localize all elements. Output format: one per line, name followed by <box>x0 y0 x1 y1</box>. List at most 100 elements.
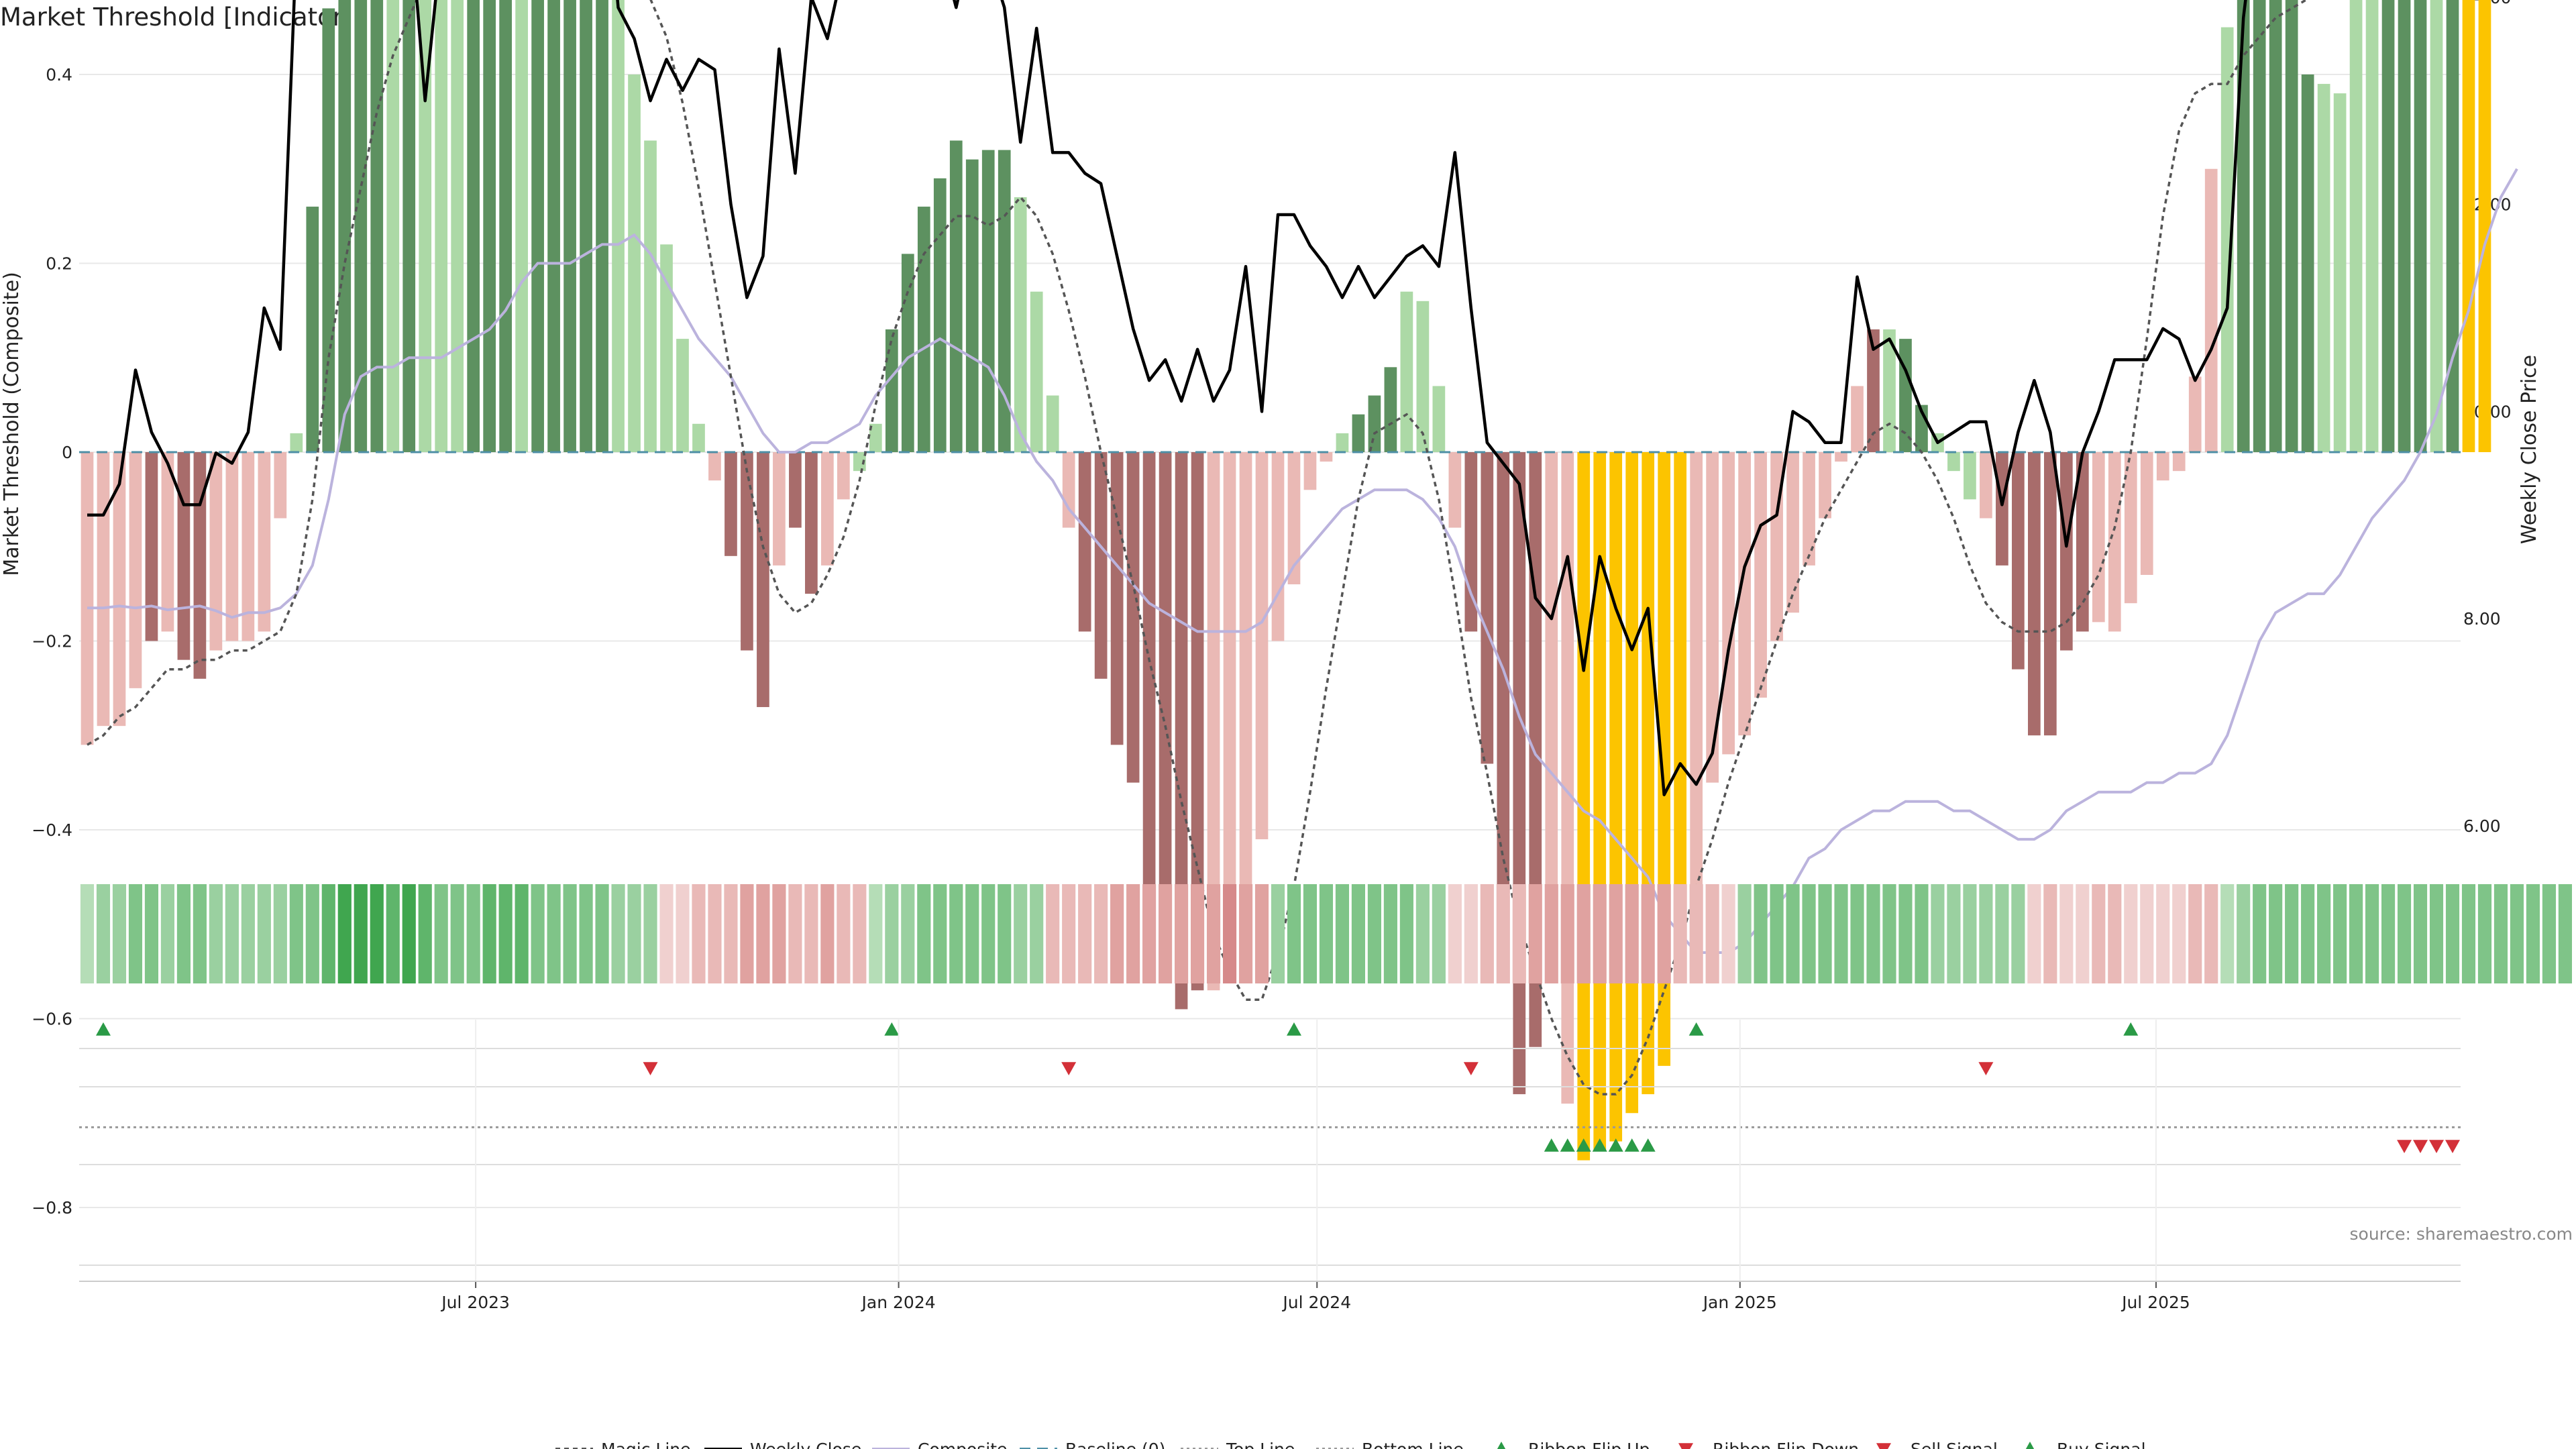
ribbon-cell <box>257 884 271 983</box>
ribbon-cell <box>2124 884 2138 983</box>
composite-bar <box>660 244 673 452</box>
ribbon-cell <box>998 884 1012 983</box>
ribbon-cell <box>305 884 319 983</box>
ribbon-cell <box>2092 884 2106 983</box>
buy-signal-marker <box>1624 1138 1640 1152</box>
sell-signal-marker <box>2397 1140 2412 1153</box>
composite-bar <box>885 329 898 452</box>
ribbon-cell <box>531 884 545 983</box>
ribbon-panel <box>80 884 2572 983</box>
ribbon-flip-down-marker <box>1978 1062 1994 1075</box>
x-tick-label: Jul 2025 <box>2121 1293 2190 1312</box>
ribbon-cell <box>692 884 706 983</box>
composite-bar <box>580 0 592 453</box>
composite-bar <box>2188 376 2202 452</box>
ribbon-cell <box>2365 884 2379 983</box>
composite-bar <box>2269 0 2282 453</box>
buy-signal-marker <box>1608 1138 1623 1152</box>
ribbon-cell <box>1319 884 1334 983</box>
composite-bar <box>1432 386 1446 452</box>
ribbon-cell <box>2333 884 2347 983</box>
legend-swatch <box>2025 1442 2035 1449</box>
ribbon-cell <box>241 884 255 983</box>
composite-bar <box>2043 452 2057 736</box>
composite-bar <box>322 8 335 453</box>
ribbon-cell <box>515 884 529 983</box>
sell-signal-marker <box>2445 1140 2461 1153</box>
composite-bar <box>354 0 368 453</box>
composite-bar <box>1384 367 1397 452</box>
ribbon-cell <box>209 884 223 983</box>
composite-bar <box>1030 291 1043 452</box>
legend-label: Magic Line <box>601 1440 691 1449</box>
ribbon-cell <box>2542 884 2556 983</box>
legend-label: Weekly Close <box>750 1440 861 1449</box>
source-note: source: sharemaestro.com <box>2350 1224 2573 1244</box>
composite-bar <box>1110 452 1124 745</box>
composite-bar <box>2028 452 2041 736</box>
ribbon-cell <box>2285 884 2299 983</box>
composite-bar <box>757 452 769 708</box>
composite-bar <box>2301 74 2314 452</box>
ribbon-flip-up-marker <box>2123 1022 2139 1036</box>
ribbon-cell <box>1705 884 1719 983</box>
ribbon-cell <box>1142 884 1157 983</box>
composite-bar <box>998 150 1011 452</box>
composite-bar <box>2381 0 2395 452</box>
ribbon-cell <box>1609 884 1623 983</box>
composite-bar <box>1867 329 1880 452</box>
ribbon-cell <box>418 884 432 983</box>
ribbon-cell <box>1094 884 1108 983</box>
y2-axis-label: Weekly Close Price <box>2518 355 2541 544</box>
ribbon-cell <box>595 884 609 983</box>
ribbon-flip-up-marker <box>1286 1022 1301 1036</box>
ribbon-cell <box>96 884 111 983</box>
ribbon-cell <box>1287 884 1301 983</box>
ribbon-cell <box>1673 884 1687 983</box>
y2-tick-label: 6.00 <box>2463 816 2501 836</box>
composite-bar <box>708 452 721 481</box>
composite-bar <box>241 452 255 641</box>
ribbon-cell <box>402 884 416 983</box>
composite-bar <box>113 452 126 727</box>
ribbon-cell <box>2204 884 2218 983</box>
composite-bar <box>2398 0 2411 453</box>
composite-bar <box>1352 414 1365 452</box>
composite-bar <box>1980 452 1992 519</box>
ribbon-cell <box>1625 884 1639 983</box>
ribbon-cell <box>1399 884 1413 983</box>
ribbon-cell <box>1528 884 1542 983</box>
composite-bar <box>193 452 207 679</box>
ribbon-cell <box>965 884 979 983</box>
composite-bar <box>2204 168 2218 452</box>
ribbon-cell <box>1915 884 1929 983</box>
ribbon-cell <box>2413 884 2428 983</box>
ribbon-cell <box>563 884 577 983</box>
ribbon-cell <box>1641 884 1655 983</box>
ribbon-cell <box>2429 884 2444 983</box>
composite-bar <box>499 0 512 452</box>
y-tick-label: −0.4 <box>32 820 72 840</box>
composite-bar <box>981 150 995 452</box>
ribbon-cell <box>2397 884 2412 983</box>
composite-bar <box>1964 452 1976 500</box>
composite-bar <box>644 140 657 452</box>
composite-bar <box>2237 0 2250 452</box>
composite-bar <box>1513 452 1526 1095</box>
ribbon-cell <box>772 884 786 983</box>
legend-label: Top Line <box>1226 1440 1295 1449</box>
composite-bar <box>2124 452 2137 604</box>
composite-bar <box>1094 452 1108 679</box>
composite-bar <box>1078 452 1091 632</box>
ribbon-cell <box>466 884 480 983</box>
ribbon-cell <box>1448 884 1462 983</box>
ribbon-cell <box>80 884 95 983</box>
composite-bar <box>612 0 625 453</box>
x-tick-label: Jan 2024 <box>861 1293 936 1312</box>
ribbon-cell <box>1544 884 1558 983</box>
ribbon-cell <box>1159 884 1173 983</box>
composite-bar <box>129 452 142 688</box>
ribbon-cell <box>2188 884 2202 983</box>
ribbon-cell <box>1383 884 1397 983</box>
ribbon-cell <box>2011 884 2025 983</box>
